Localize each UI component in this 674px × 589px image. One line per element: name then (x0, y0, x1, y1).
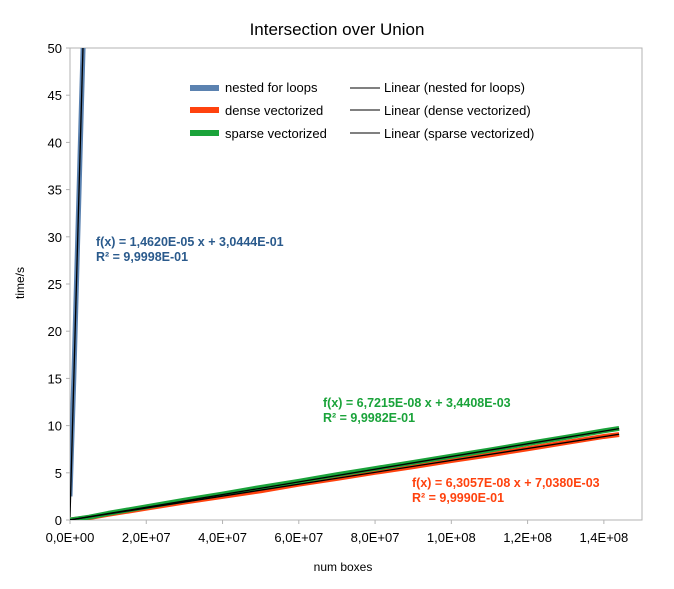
x-axis: 0,0E+00 2,0E+07 4,0E+07 6,0E+07 8,0E+07 1,0E+… (46, 520, 628, 545)
equation-sparse: f(x) = 6,7215E-08 x + 3,4408E-03 (323, 396, 511, 410)
y-tick-label: 40 (48, 135, 62, 150)
legend-label-nested: nested for loops (225, 80, 318, 95)
equation-nested: f(x) = 1,4620E-05 x + 3,0444E-01 (96, 235, 284, 249)
x-tick-label: 8,0E+07 (351, 530, 400, 545)
y-tick-label: 5 (55, 466, 62, 481)
legend-label-dense: dense vectorized (225, 103, 323, 118)
trendline-sparse-vectorized (70, 427, 620, 520)
r-squared-dense: R² = 9,9990E-01 (412, 491, 504, 505)
y-axis: 0 5 10 15 20 25 30 35 40 45 50 (48, 41, 70, 528)
x-tick-label: 6,0E+07 (274, 530, 323, 545)
legend-label-linear-dense: Linear (dense vectorized) (384, 103, 531, 118)
x-axis-title: num boxes (314, 560, 373, 574)
y-tick-label: 45 (48, 88, 62, 103)
trendline-equations: f(x) = 1,4620E-05 x + 3,0444E-01 R² = 9,… (96, 235, 600, 505)
trendline-layer (70, 48, 620, 520)
series-layer (70, 48, 620, 520)
x-tick-label: 1,0E+08 (427, 530, 476, 545)
y-tick-label: 25 (48, 277, 62, 292)
plot-area-border (69, 47, 643, 521)
y-tick-label: 0 (55, 513, 62, 528)
chart-title: Intersection over Union (250, 20, 425, 39)
x-tick-label: 1,2E+08 (503, 530, 552, 545)
y-tick-label: 10 (48, 419, 62, 434)
equation-dense: f(x) = 6,3057E-08 x + 7,0380E-03 (412, 476, 600, 490)
legend-label-sparse: sparse vectorized (225, 126, 327, 141)
x-tick-label: 1,4E+08 (579, 530, 628, 545)
y-tick-label: 20 (48, 324, 62, 339)
r-squared-nested: R² = 9,9998E-01 (96, 250, 188, 264)
legend-label-linear-nested: Linear (nested for loops) (384, 80, 525, 95)
trendline-nested-for-loops (70, 48, 84, 518)
y-tick-label: 30 (48, 230, 62, 245)
legend: nested for loops dense vectorized sparse… (190, 80, 534, 141)
legend-label-linear-sparse: Linear (sparse vectorized) (384, 126, 534, 141)
x-tick-label: 0,0E+00 (46, 530, 95, 545)
y-tick-label: 15 (48, 371, 62, 386)
y-axis-title: time/s (13, 267, 27, 299)
x-tick-label: 2,0E+07 (122, 530, 171, 545)
plot-area (69, 47, 643, 521)
x-tick-label: 4,0E+07 (198, 530, 247, 545)
y-tick-label: 35 (48, 183, 62, 198)
y-tick-label: 50 (48, 41, 62, 56)
trendline-dense-vectorized (70, 433, 620, 520)
r-squared-sparse: R² = 9,9982E-01 (323, 411, 415, 425)
